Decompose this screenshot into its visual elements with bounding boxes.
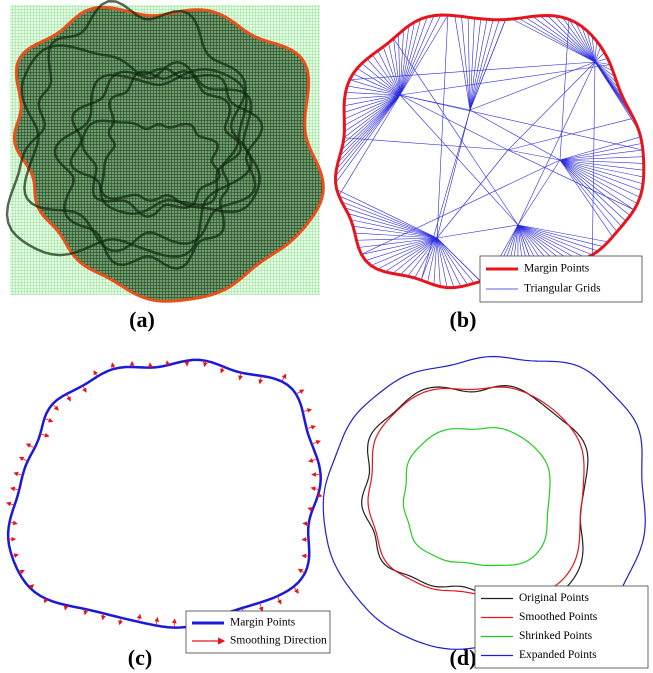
legend-label: Smoothed Points — [519, 611, 598, 623]
triangle-edge — [408, 238, 437, 276]
triangle-edge — [437, 15, 448, 238]
triangle-edge — [560, 160, 613, 237]
triangle-edge — [437, 225, 518, 238]
triangle-edge — [533, 16, 595, 62]
legend-label: Original Points — [519, 592, 589, 604]
direction-arrow — [82, 386, 86, 392]
triangle-edge — [455, 16, 470, 110]
panel-c — [7, 360, 322, 628]
triangle-edge — [470, 110, 560, 160]
triangle-edge — [518, 62, 595, 225]
triangle-edge — [595, 62, 639, 130]
figure: (a) (b) (c) (d) Margin Points Triangular … — [0, 0, 653, 673]
triangle-edge — [508, 150, 560, 160]
triangle-edge — [400, 95, 470, 110]
legend-label: Triangular Grids — [524, 283, 601, 295]
triangle-edge — [344, 95, 400, 138]
triangle-edge — [525, 17, 595, 62]
triangle-edge — [348, 214, 437, 238]
triangle-edge — [361, 238, 437, 254]
direction-arrow — [303, 410, 312, 412]
direction-arrow — [14, 473, 22, 475]
triangle-edge — [394, 38, 518, 225]
margin-outline — [8, 360, 321, 628]
original-curve — [362, 386, 588, 600]
legend-label: Margin Points — [230, 617, 296, 629]
triangle-edge — [470, 20, 493, 110]
direction-arrow — [174, 619, 175, 627]
legend-label: Expanded Points — [519, 649, 597, 661]
direction-arrow — [221, 367, 223, 373]
direction-arrow — [7, 503, 15, 506]
triangle-edge — [336, 95, 400, 169]
triangle-edge — [470, 18, 475, 110]
direction-arrow — [156, 618, 158, 626]
triangle-edge — [356, 238, 437, 240]
direction-arrow — [20, 457, 28, 461]
panel-label: (d) — [450, 645, 477, 670]
triangle-edge — [470, 62, 595, 110]
triangle-edge — [400, 95, 508, 150]
direction-arrow — [44, 418, 52, 421]
triangle-edge — [343, 95, 400, 144]
triangle-edge — [560, 160, 637, 204]
direction-arrow — [11, 488, 19, 490]
triangle-edge — [468, 17, 470, 110]
direction-arrow — [294, 587, 299, 594]
triangle-edge — [361, 160, 560, 254]
direction-arrow — [67, 394, 71, 401]
triangle-edge — [421, 110, 470, 280]
direction-arrow — [296, 390, 304, 394]
direction-arrow — [311, 488, 319, 490]
triangle-edge — [437, 110, 470, 238]
panel-b — [336, 15, 644, 288]
direction-arrow — [19, 570, 24, 573]
direction-arrow — [30, 585, 34, 588]
direction-arrow — [27, 444, 35, 448]
direction-arrow — [187, 361, 188, 366]
shrinked-curve — [403, 428, 550, 566]
direction-arrow — [94, 371, 97, 377]
direction-arrow — [278, 596, 281, 604]
direction-arrow — [282, 374, 286, 381]
legend-label: Shrinked Points — [519, 630, 593, 642]
direction-arrow — [40, 434, 49, 436]
direction-arrow — [299, 569, 305, 573]
direction-arrow — [53, 404, 59, 410]
panel-label: (a) — [129, 307, 155, 332]
legend-label: Margin Points — [524, 263, 590, 275]
panel-label: (c) — [128, 645, 152, 670]
direction-arrow — [312, 441, 320, 444]
triangle-edge — [367, 59, 400, 95]
direction-arrow — [260, 603, 263, 611]
triangle-edge — [462, 16, 470, 110]
triangle-edge — [560, 160, 621, 226]
direction-arrow — [309, 459, 318, 461]
triangle-edge — [508, 118, 634, 150]
direction-arrow — [307, 426, 316, 428]
triangle-edge — [508, 150, 634, 210]
triangle-edge — [508, 62, 595, 150]
triangle-edge — [437, 238, 481, 281]
panel-label: (b) — [450, 307, 477, 332]
triangle-edge — [344, 138, 508, 150]
legend-label: Smoothing Direction — [230, 635, 327, 647]
triangle-edge — [518, 225, 603, 247]
triangle-edge — [400, 65, 610, 95]
triangle-edge — [339, 95, 400, 196]
